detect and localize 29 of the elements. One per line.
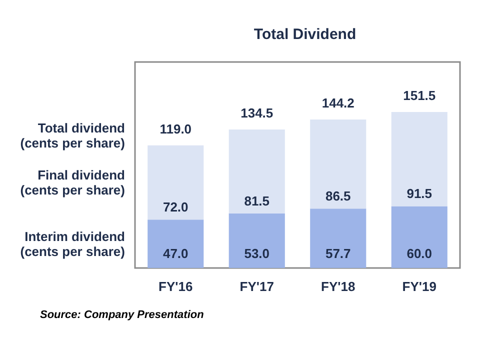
bar [310, 208, 366, 268]
data-label: 91.5 [406, 186, 432, 202]
data-label: 60.0 [406, 246, 432, 261]
chart-title: Total Dividend [254, 26, 356, 43]
x-tick-label: FY'19 [402, 279, 436, 294]
data-label: 57.7 [325, 246, 351, 261]
source-note: Source: Company Presentation [40, 309, 204, 321]
bar [391, 206, 448, 268]
bar [228, 129, 285, 214]
x-tick-label: FY'17 [240, 279, 274, 294]
data-label: 81.5 [244, 193, 270, 208]
total-label: 119.0 [160, 121, 192, 136]
series-label: Interim dividend (cents per share) [20, 228, 126, 259]
x-tick-label: FY'18 [321, 279, 356, 294]
data-label: 53.0 [244, 246, 270, 261]
total-label: 144.2 [322, 95, 354, 110]
total-label: 134.5 [240, 105, 274, 120]
data-label: 47.0 [162, 246, 188, 261]
bar [310, 119, 366, 209]
bar [148, 145, 204, 220]
x-tick-label: FY'16 [158, 279, 193, 294]
bar [148, 220, 204, 268]
bar [391, 112, 448, 206]
text: Total dividend (cents per share) [20, 120, 126, 150]
data-label: 72.0 [162, 200, 188, 215]
series-label: Final dividend (cents per share) [20, 168, 126, 198]
bar [228, 213, 285, 268]
total-label: 151.5 [403, 88, 436, 103]
data-label: 86.5 [325, 188, 351, 204]
